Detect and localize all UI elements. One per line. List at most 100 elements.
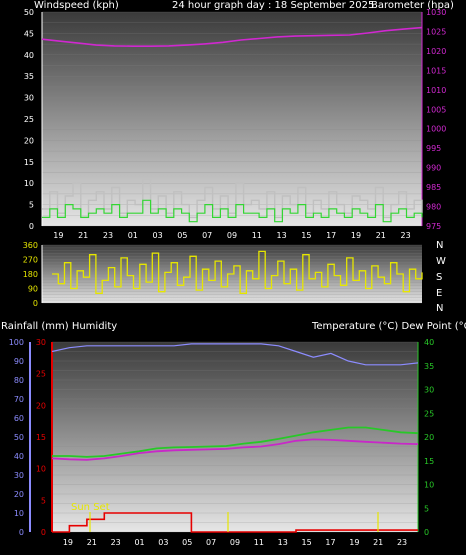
hour-tick-label: 21: [87, 538, 97, 547]
rainfall-tick-label: 0: [41, 528, 46, 537]
hour-tick-label: 03: [153, 231, 163, 240]
hour-tick-label: 05: [182, 538, 192, 547]
hour-tick-label: 05: [177, 231, 187, 240]
hour-tick-label: 01: [134, 538, 144, 547]
hour-tick-label: 11: [254, 538, 264, 547]
rain-humidity-axis-label: Rainfall (mm) Humidity: [1, 321, 118, 332]
compass-label-n2: N: [436, 303, 444, 314]
windspeed-tick-label: 40: [24, 51, 34, 60]
rainfall-tick-label: 30: [36, 338, 46, 347]
humidity-tick-label: 90: [14, 357, 24, 366]
windspeed-tick-label: 0: [29, 222, 34, 231]
hour-tick-label: 19: [63, 538, 73, 547]
hour-tick-label: 17: [325, 538, 335, 547]
barometer-tick-label: 985: [426, 183, 441, 192]
hour-tick-label: 09: [227, 231, 237, 240]
barometer-tick-label: 1020: [426, 47, 446, 56]
barometer-tick-label: 975: [426, 222, 441, 231]
temperature-tick-label: 10: [424, 481, 434, 490]
direction-tick-label: 270: [23, 256, 38, 265]
hour-tick-label: 03: [158, 538, 168, 547]
direction-tick-label: 360: [23, 241, 38, 250]
temperature-series: [52, 426, 419, 458]
direction-tick-label: 90: [28, 285, 38, 294]
dewpoint-series: [51, 438, 419, 461]
barometer-tick-label: 1025: [426, 27, 446, 36]
compass-label-w: W: [436, 256, 446, 267]
rainfall-tick-label: 15: [36, 433, 46, 442]
humidity-tick-label: 20: [14, 490, 24, 499]
temperature-tick-label: 25: [424, 409, 434, 418]
hour-tick-label: 13: [277, 231, 287, 240]
temp-dew-axis-label: Temperature (°C) Dew Point (°C): [312, 321, 466, 332]
direction-tick-label: 180: [23, 270, 38, 279]
barometer-tick-label: 980: [426, 203, 441, 212]
wind-direction-series: [52, 250, 423, 294]
humidity-series: [51, 343, 419, 366]
barometer-tick-label: 1005: [426, 105, 446, 114]
barometer-tick-label: 1030: [426, 8, 446, 17]
windspeed-axis-label: Windspeed (kph): [34, 0, 119, 11]
hour-tick-label: 09: [230, 538, 240, 547]
windspeed-tick-label: 20: [24, 136, 34, 145]
humidity-tick-label: 100: [9, 338, 24, 347]
rainfall-tick-label: 20: [36, 401, 46, 410]
compass-label-n1: N: [436, 240, 444, 251]
rainfall-series: [52, 512, 418, 533]
hour-tick-label: 21: [376, 231, 386, 240]
humidity-tick-label: 50: [14, 433, 24, 442]
hour-tick-label: 01: [128, 231, 138, 240]
hour-tick-label: 23: [401, 231, 411, 240]
temperature-tick-label: 0: [424, 528, 429, 537]
windspeed-tick-label: 30: [24, 94, 34, 103]
barometer-series: [41, 26, 423, 47]
hour-tick-label: 07: [206, 538, 216, 547]
windspeed-tick-label: 15: [24, 158, 34, 167]
compass-label-e: E: [436, 288, 443, 299]
rainfall-tick-label: 25: [36, 370, 46, 379]
hour-tick-label: 13: [278, 538, 288, 547]
wind-average-series: [42, 199, 423, 223]
hour-tick-label: 23: [397, 538, 407, 547]
direction-tick-label: 0: [33, 299, 38, 308]
temperature-tick-label: 30: [424, 386, 434, 395]
hour-tick-label: 19: [349, 538, 359, 547]
hour-tick-label: 19: [53, 231, 63, 240]
barometer-tick-label: 1015: [426, 66, 446, 75]
rainfall-tick-label: 10: [36, 465, 46, 474]
windspeed-tick-label: 35: [24, 72, 34, 81]
humidity-tick-label: 30: [14, 471, 24, 480]
hour-tick-label: 15: [301, 231, 311, 240]
hour-tick-label: 07: [202, 231, 212, 240]
humidity-tick-label: 0: [19, 528, 24, 537]
windspeed-tick-label: 5: [29, 201, 34, 210]
compass-label-s: S: [436, 272, 443, 283]
windspeed-tick-label: 10: [24, 179, 34, 188]
hour-tick-label: 21: [78, 231, 88, 240]
windspeed-tick-label: 25: [24, 115, 34, 124]
chart-title: 24 hour graph day : 18 September 2025: [172, 0, 375, 11]
hour-tick-label: 23: [111, 538, 121, 547]
hour-tick-label: 19: [351, 231, 361, 240]
humidity-tick-label: 80: [14, 376, 24, 385]
barometer-axis-label: Barometer (hpa): [371, 0, 454, 11]
sunset-label: Sun Set: [71, 502, 110, 513]
temperature-tick-label: 15: [424, 457, 434, 466]
hour-tick-label: 23: [103, 231, 113, 240]
humidity-tick-label: 60: [14, 414, 24, 423]
humidity-tick-label: 10: [14, 509, 24, 518]
barometer-tick-label: 1000: [426, 125, 446, 134]
temperature-tick-label: 35: [424, 362, 434, 371]
barometer-tick-label: 990: [426, 164, 441, 173]
rainfall-tick-label: 5: [41, 496, 46, 505]
humidity-tick-label: 40: [14, 452, 24, 461]
windspeed-tick-label: 50: [24, 8, 34, 17]
barometer-tick-label: 1010: [426, 86, 446, 95]
windspeed-tick-label: 45: [24, 29, 34, 38]
temperature-tick-label: 20: [424, 433, 434, 442]
hour-tick-label: 15: [302, 538, 312, 547]
humidity-tick-label: 70: [14, 395, 24, 404]
hour-tick-label: 11: [252, 231, 262, 240]
temperature-tick-label: 40: [424, 338, 434, 347]
